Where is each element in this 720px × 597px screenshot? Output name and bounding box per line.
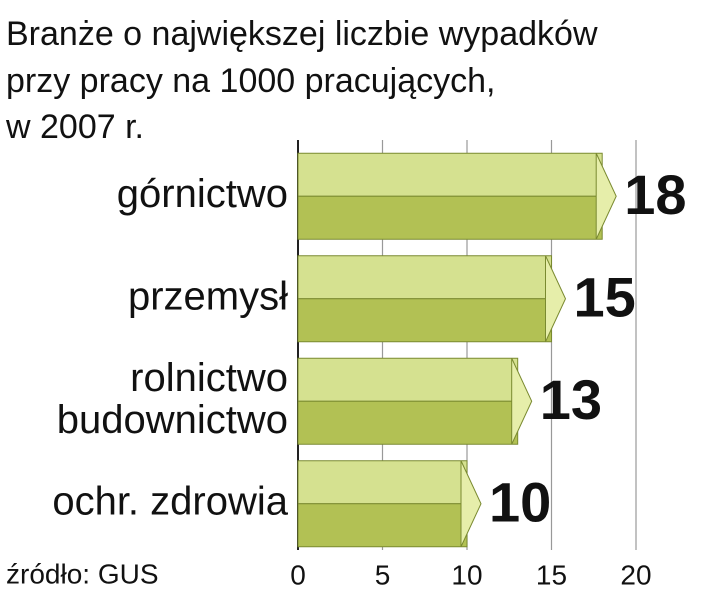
bar-tip xyxy=(511,358,533,445)
y-tick-label: rolnictwo xyxy=(130,356,288,400)
x-tick-label: 10 xyxy=(451,559,482,590)
x-tick-label: 5 xyxy=(375,559,391,590)
value-label: 13 xyxy=(540,368,602,431)
chart-title: przy pracy na 1000 pracujących, xyxy=(6,62,495,100)
value-label: 15 xyxy=(574,266,636,329)
bar xyxy=(297,195,603,240)
x-tick-label: 15 xyxy=(536,559,567,590)
y-tick-label: budownictwo xyxy=(57,398,288,442)
bar xyxy=(297,298,552,343)
y-tick-label: przemysł xyxy=(128,274,288,318)
bar-tip xyxy=(595,153,617,240)
bar-tip xyxy=(545,255,567,342)
source: źródło: GUS xyxy=(6,558,159,589)
value-label: 10 xyxy=(489,471,551,534)
y-tick-label: górnictwo xyxy=(117,172,288,216)
bar xyxy=(297,400,519,445)
bar xyxy=(297,255,552,300)
bar xyxy=(297,152,603,197)
chart-title: w 2007 r. xyxy=(5,108,144,146)
bar xyxy=(297,357,519,402)
bar xyxy=(297,503,468,548)
value-label: 18 xyxy=(624,163,686,226)
bar-tip xyxy=(460,460,482,547)
x-tick-label: 20 xyxy=(620,559,651,590)
y-tick-label: ochr. zdrowia xyxy=(52,479,288,523)
bar xyxy=(297,460,468,505)
chart-title: Branże o największej liczbie wypadków xyxy=(6,15,598,53)
x-tick-label: 0 xyxy=(290,559,306,590)
